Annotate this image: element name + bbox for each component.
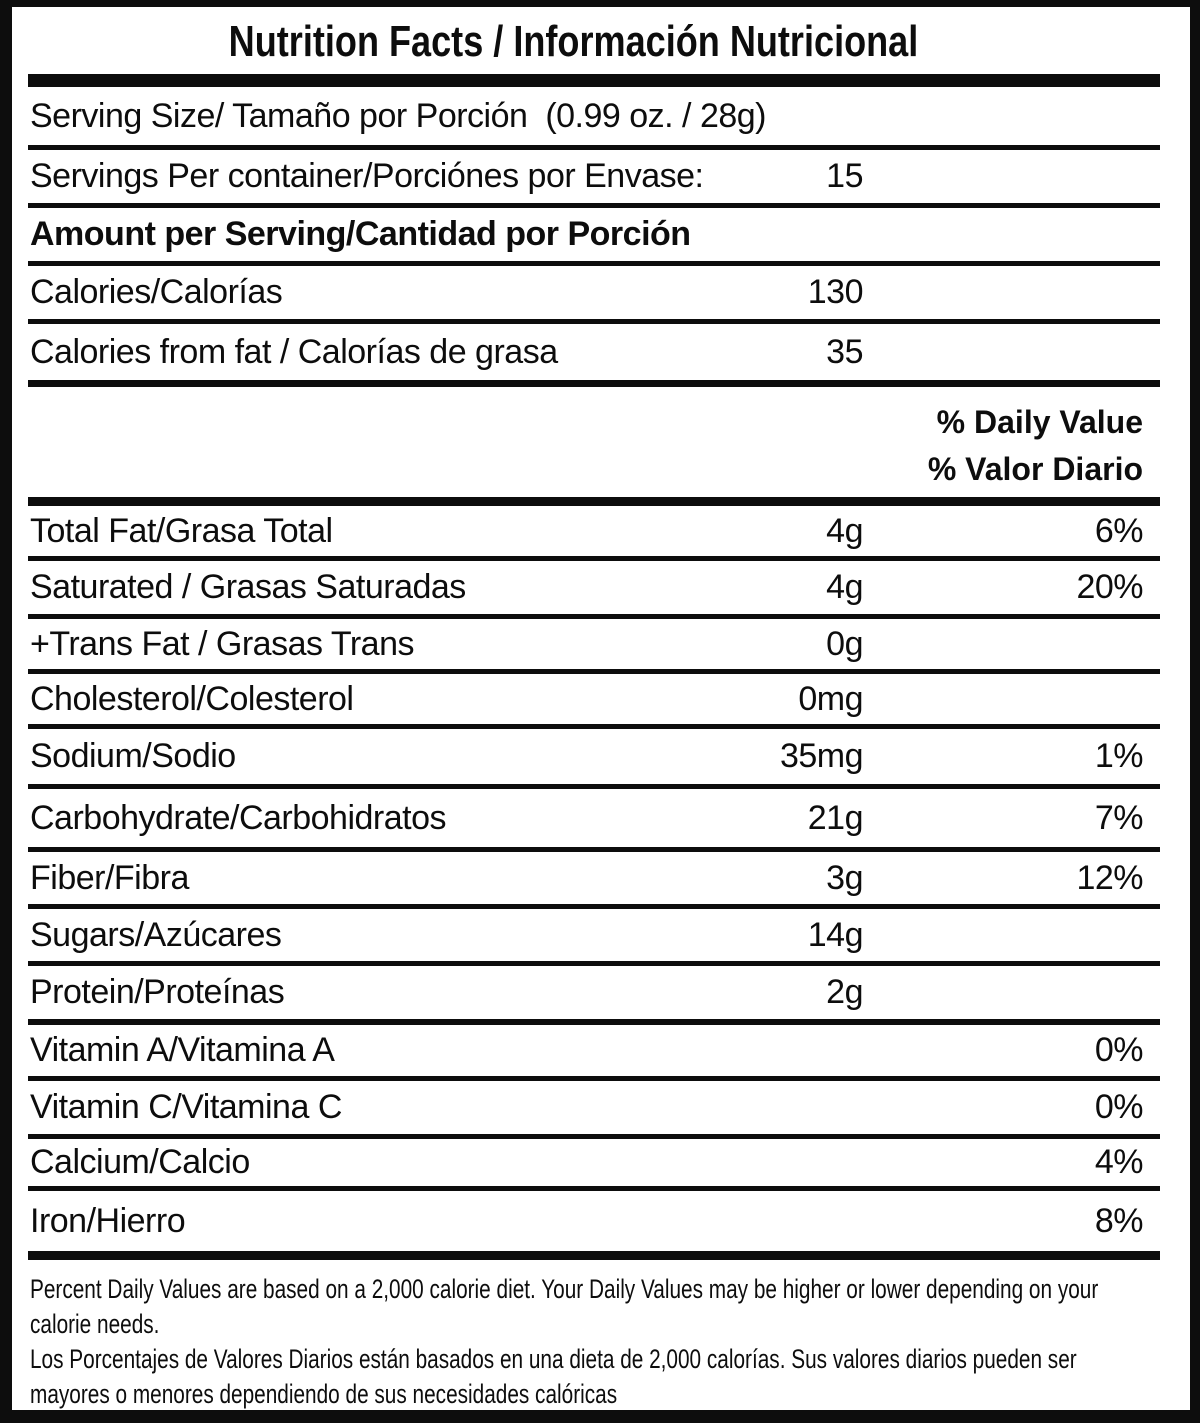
- row-value: 130: [807, 273, 864, 311]
- row-percent: 12%: [1076, 858, 1143, 897]
- row-calcium: Calcium/Calcio 4%: [28, 1139, 1160, 1191]
- daily-value-footnote: Percent Daily Values are based on a 2,00…: [28, 1260, 1160, 1410]
- row-value: 15: [826, 157, 863, 195]
- row-iron: Iron/Hierro 8%: [28, 1191, 1160, 1260]
- row-cholesterol: Cholesterol/Colesterol 0mg: [28, 674, 1160, 729]
- row-sugars: Sugars/Azúcares 14g: [28, 909, 1160, 966]
- footnote-line-3: Los Porcentajes de Valores Diarios están…: [30, 1344, 1077, 1374]
- row-percent: 20%: [1076, 568, 1143, 606]
- row-label: Cholesterol/Colesterol: [30, 679, 354, 718]
- row-label: Saturated / Grasas Saturadas: [30, 568, 466, 606]
- row-label: Fiber/Fibra: [30, 858, 189, 897]
- row-label: Amount per Serving/Cantidad por Porción: [30, 215, 691, 253]
- row-percent: 1%: [1094, 737, 1144, 775]
- row-label: Iron/Hierro: [30, 1201, 186, 1240]
- row-vitamin-a: Vitamin A/Vitamina A 0%: [28, 1025, 1160, 1081]
- row-fiber: Fiber/Fibra 3g 12%: [28, 852, 1160, 909]
- footnote-line-4: mayores o menores dependiendo de sus nec…: [30, 1379, 618, 1409]
- row-value: 0mg: [798, 679, 863, 718]
- row-value: 0g: [826, 624, 863, 663]
- row-percent: 6%: [1094, 511, 1144, 550]
- row-amount-per-serving: Amount per Serving/Cantidad por Porción: [28, 208, 1160, 266]
- row-calories: Calories/Calorías 130: [28, 266, 1160, 324]
- row-vitamin-c: Vitamin C/Vitamina C 0%: [28, 1081, 1160, 1139]
- row-percent: 0%: [1094, 1031, 1144, 1069]
- row-label: +Trans Fat / Grasas Trans: [30, 624, 414, 663]
- row-label: Calories from fat / Calorías de grasa: [30, 332, 558, 371]
- row-saturated-fat: Saturated / Grasas Saturadas 4g 20%: [28, 561, 1160, 619]
- row-protein: Protein/Proteínas 2g: [28, 966, 1160, 1025]
- daily-value-header-en: % Daily Value: [936, 404, 1143, 440]
- row-label: Calories/Calorías: [30, 273, 283, 311]
- row-serving-size: Serving Size/ Tamaño por Porción (0.99 o…: [28, 87, 1160, 150]
- row-label: Sodium/Sodio: [30, 737, 236, 775]
- row-total-fat: Total Fat/Grasa Total 4g 6%: [28, 506, 1160, 561]
- row-label: Vitamin A/Vitamina A: [30, 1031, 335, 1069]
- row-servings-per-container: Servings Per container/Porciónes por Env…: [28, 150, 1160, 208]
- label-content: Serving Size/ Tamaño por Porción (0.99 o…: [28, 74, 1160, 1410]
- row-value: 4g: [826, 511, 863, 550]
- row-value: 14g: [807, 915, 864, 954]
- daily-value-header-es: % Valor Diario: [927, 451, 1143, 487]
- label-title-text: Nutrition Facts / Información Nutriciona…: [228, 17, 919, 66]
- row-percent: 4%: [1094, 1143, 1144, 1181]
- title-separator-bar: [28, 74, 1160, 87]
- row-value: 4g: [826, 568, 863, 606]
- row-percent: 0%: [1094, 1088, 1144, 1126]
- row-label: Sugars/Azúcares: [30, 915, 282, 954]
- row-label: Total Fat/Grasa Total: [30, 511, 333, 550]
- row-value: 21g: [807, 798, 864, 837]
- row-label: Vitamin C/Vitamina C: [30, 1088, 342, 1126]
- daily-value-header: % Daily Value % Valor Diario: [28, 387, 1160, 506]
- row-label: Calcium/Calcio: [30, 1143, 250, 1181]
- label-title: Nutrition Facts / Información Nutriciona…: [12, 7, 1190, 74]
- row-calories-from-fat: Calories from fat / Calorías de grasa 35: [28, 324, 1160, 387]
- row-label: Protein/Proteínas: [30, 973, 285, 1011]
- row-sodium: Sodium/Sodio 35mg 1%: [28, 729, 1160, 789]
- row-label: Carbohydrate/Carbohidratos: [30, 798, 447, 837]
- row-value: 3g: [826, 858, 863, 897]
- row-trans-fat: +Trans Fat / Grasas Trans 0g: [28, 619, 1160, 674]
- row-value: 2g: [826, 973, 863, 1011]
- row-carbohydrate: Carbohydrate/Carbohidratos 21g 7%: [28, 789, 1160, 852]
- footnote-line-1: Percent Daily Values are based on a 2,00…: [30, 1274, 1099, 1304]
- footnote-line-2: calorie needs.: [30, 1309, 160, 1339]
- row-label: Servings Per container/Porciónes por Env…: [30, 157, 704, 195]
- row-label: Serving Size/ Tamaño por Porción (0.99 o…: [30, 96, 767, 135]
- row-percent: 7%: [1094, 798, 1144, 837]
- row-value: 35mg: [779, 737, 864, 775]
- row-percent: 8%: [1094, 1201, 1144, 1240]
- row-value: 35: [826, 332, 863, 371]
